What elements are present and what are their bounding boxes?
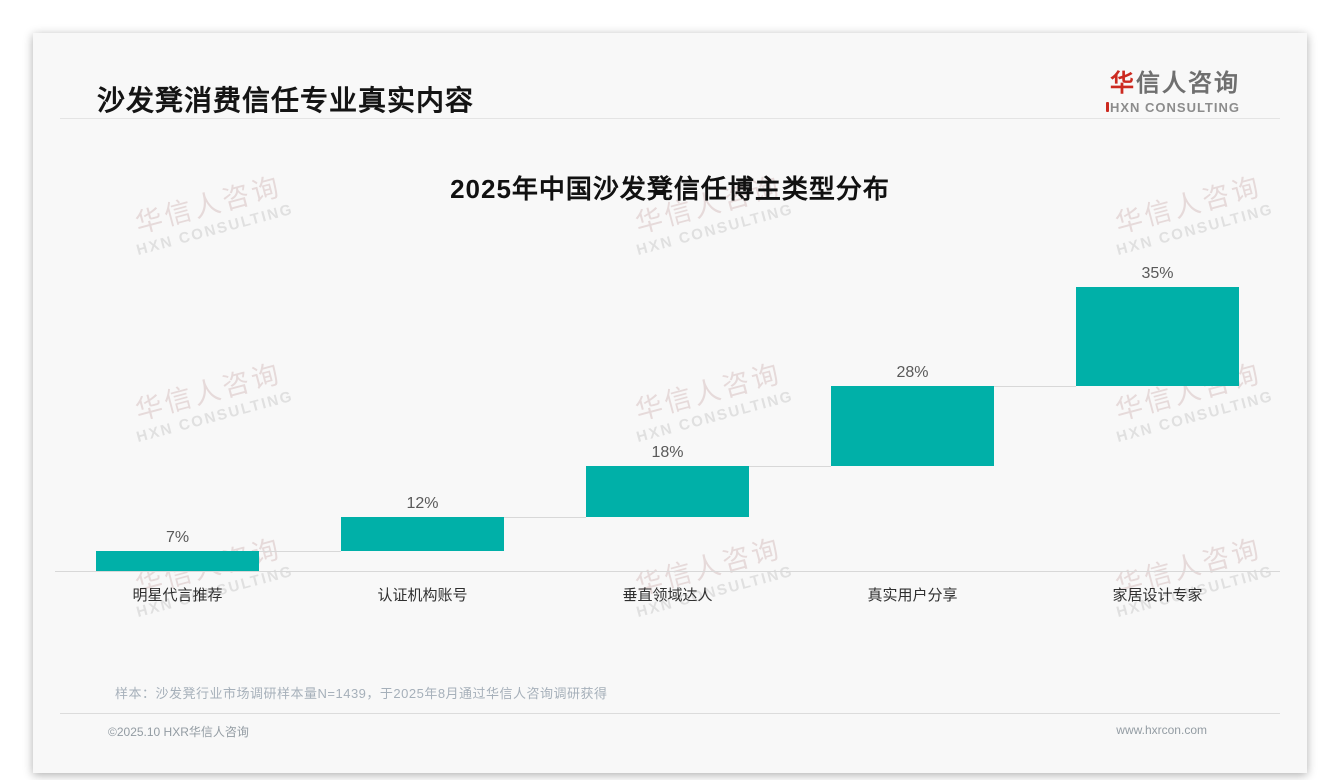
website-url: www.hxrcon.com [1116, 723, 1207, 737]
page-title: 沙发凳消费信任专业真实内容 [97, 85, 475, 116]
waterfall-bar-3 [586, 465, 749, 518]
logo-en-text: HXN CONSULTING [1106, 100, 1240, 115]
x-axis-line [55, 571, 1280, 572]
waterfall-chart: 7% 明星代言推荐 12% 认证机构账号 18% 垂直领域达人 28% 真实用户分享 35% 家居… [33, 33, 1307, 773]
category-label: 垂直领域达人 [622, 587, 713, 604]
category-label: 真实用户分享 [867, 587, 958, 604]
bar-value-label: 12% [406, 495, 439, 513]
footer: ©2025.10 HXR华信人咨询 www.hxrcon.com [33, 723, 1307, 740]
slide-card: 华信人咨询 HXN CONSULTING 华信人咨询 HXN CONSULTING 华信… [33, 33, 1307, 773]
waterfall-bar-2 [341, 517, 504, 552]
waterfall-bar-4 [831, 386, 994, 466]
bar-value-label: 28% [896, 364, 929, 382]
waterfall-bar-1 [96, 551, 259, 571]
copyright-text: ©2025.10 HXR华信人咨询 [108, 725, 249, 739]
chart-title: 2025年中国沙发凳信任博主类型分布 [450, 174, 890, 204]
footer-divider [60, 713, 1280, 714]
category-label: 家居设计专家 [1112, 587, 1203, 604]
category-label: 明星代言推荐 [132, 587, 223, 604]
step-connector-line [504, 517, 586, 519]
bar-value-label: 35% [1141, 265, 1174, 282]
category-label: 认证机构账号 [377, 587, 468, 604]
logo-cn-accent-char: 华 [1110, 70, 1136, 97]
step-connector-line [994, 386, 1076, 388]
brand-logo: 华信人咨询 HXN CONSULTING [1106, 63, 1240, 115]
logo-cn: 华信人咨询 [1106, 63, 1240, 98]
logo-cn-text: 信人咨询 [1136, 70, 1240, 97]
sample-note: 样本：沙发凳行业市场调研样本量N=1439，于2025年8月通过华信人咨询调研获… [115, 686, 608, 701]
waterfall-bar-5 [1076, 287, 1239, 387]
step-connector-line [749, 465, 831, 467]
header-divider [60, 118, 1280, 119]
step-connector-line [259, 551, 341, 553]
bar-value-label: 18% [651, 443, 684, 461]
bar-value-label: 7% [165, 529, 190, 547]
